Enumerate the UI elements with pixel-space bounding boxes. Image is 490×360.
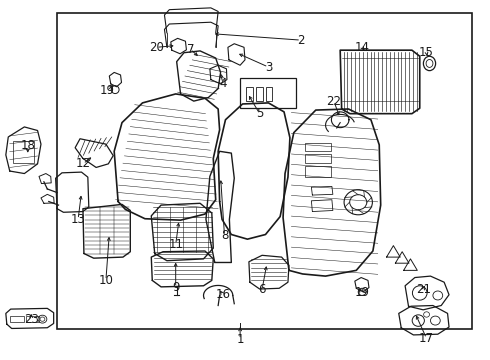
Text: 13: 13: [71, 213, 85, 226]
Text: 15: 15: [419, 46, 434, 59]
Text: 11: 11: [168, 238, 183, 251]
Text: 18: 18: [21, 139, 35, 152]
Text: 5: 5: [256, 107, 263, 120]
Text: 23: 23: [24, 312, 39, 326]
Bar: [10, 316, 24, 322]
Text: 16: 16: [216, 288, 230, 301]
Text: 21: 21: [416, 283, 431, 296]
Text: 19: 19: [355, 287, 369, 300]
Bar: [305, 154, 331, 163]
Bar: [305, 166, 331, 177]
Text: 20: 20: [149, 41, 164, 54]
Bar: [57, 13, 472, 329]
Text: 4: 4: [220, 77, 227, 90]
Bar: [13, 141, 34, 163]
Text: 2: 2: [297, 33, 305, 47]
Text: 8: 8: [221, 229, 228, 242]
Text: 19: 19: [100, 84, 115, 97]
Bar: [26, 316, 39, 322]
Bar: [246, 87, 253, 101]
Bar: [305, 143, 331, 151]
Bar: [256, 87, 263, 101]
Text: 14: 14: [355, 41, 369, 54]
Text: 6: 6: [258, 283, 266, 296]
Text: 9: 9: [172, 281, 179, 294]
Bar: [266, 87, 272, 101]
Text: 22: 22: [326, 95, 342, 108]
Text: 3: 3: [265, 60, 272, 73]
Text: 12: 12: [75, 157, 91, 170]
Bar: [240, 78, 296, 108]
Text: 1: 1: [236, 333, 244, 346]
Text: 10: 10: [98, 274, 113, 287]
Text: 7: 7: [187, 42, 194, 55]
Text: 17: 17: [419, 332, 434, 345]
